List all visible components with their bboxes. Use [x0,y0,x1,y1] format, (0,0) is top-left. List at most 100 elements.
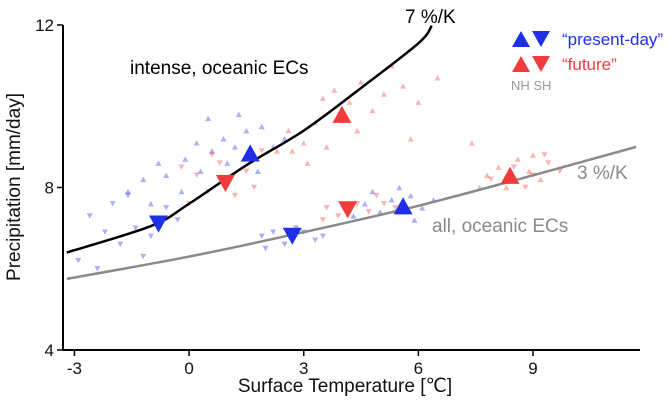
present-sh-point [312,237,319,244]
future-nh-point [415,99,422,105]
future-sh-point [193,172,200,179]
x-tick-label: 3 [299,359,308,378]
small-points-layer [75,62,563,272]
present-nh-point [350,213,357,219]
present-nh-point [369,188,376,195]
intense-ecs-label: intense, oceanic ECs [130,58,309,79]
future-nh-point [304,160,311,166]
y-tick-label: 12 [35,16,54,35]
present-nh-point [155,160,162,166]
present-nh-point [419,205,426,211]
present-nh-point [243,127,250,134]
present-nh-point [124,188,131,195]
future-nh-point [354,127,361,134]
present-nh-point [224,160,231,166]
present-nh-point [163,172,170,179]
present-nh-point [254,168,261,174]
future-sh-point [258,148,265,154]
future-nh-point [537,176,544,183]
present-nh-point [235,111,242,118]
present-sh-point [281,241,288,248]
present-sh-point [75,257,82,264]
future-nh-point [530,152,537,158]
future-sh-mean-marker [338,201,358,219]
present-sh-point [86,213,93,219]
present-sh-point [124,192,131,199]
curve-7-label: 7 %/K [405,7,456,28]
curve-7-percent [66,25,433,254]
legend-present-sh-marker [532,31,550,47]
fit-curves-layer [66,25,637,281]
present-nh-point [361,201,368,207]
future-sh-point [373,192,380,199]
legend-future-nh-marker [512,56,530,72]
y-tick-label: 4 [45,341,54,360]
future-nh-point [323,144,330,150]
legend-present-label: “present-day” [562,30,663,49]
future-nh-point [503,184,510,191]
future-nh-point [285,127,292,134]
present-nh-point [411,217,418,223]
future-nh-point [514,156,521,162]
future-sh-point [365,209,372,215]
present-nh-point [388,196,395,203]
legend-hemispheres: NH SH [511,78,551,93]
future-nh-point [526,168,533,174]
future-sh-point [392,205,399,211]
legend-present-nh-marker [512,31,530,47]
future-sh-point [209,152,216,158]
future-nh-point [369,107,376,114]
ticks-layer: -3 0 3 6 9 4 8 12 [35,16,538,378]
future-sh-point [319,217,326,223]
future-sh-point [510,164,517,170]
future-sh-point [178,164,185,170]
future-nh-point [484,172,491,179]
present-nh-mean-marker [240,144,260,162]
future-nh-point [358,79,365,85]
present-sh-point [319,233,326,239]
future-nh-point [468,140,475,146]
future-nh-mean-marker [500,166,520,184]
curve-3-percent [66,145,637,281]
legend: “present-day” “future” NH SH [511,30,663,93]
future-nh-point [319,95,326,101]
y-tick-label: 8 [45,179,54,198]
present-sh-point [132,225,139,231]
future-sh-point [541,152,548,158]
future-sh-point [522,184,529,191]
future-nh-point [300,140,307,146]
legend-future-label: “future” [562,55,617,74]
y-axis-title: Precipitation [mm/day] [4,93,25,281]
future-nh-point [434,75,441,81]
x-axis-title: Surface Temperature [℃] [238,376,452,397]
future-nh-mean-marker [332,105,352,123]
future-sh-point [323,205,330,211]
present-sh-point [174,217,181,223]
present-nh-point [147,201,154,207]
future-nh-point [346,99,353,105]
future-sh-point [380,201,387,207]
present-sh-point [163,205,170,211]
present-nh-point [197,168,204,174]
present-nh-point [220,136,227,142]
curve-3-label: 3 %/K [577,163,628,184]
present-nh-point [281,136,288,142]
present-nh-point [231,144,238,150]
x-tick-label: 0 [184,359,193,378]
present-nh-point [140,176,147,183]
present-sh-point [94,266,101,272]
future-nh-point [273,148,280,154]
future-nh-point [400,83,407,89]
future-sh-point [545,160,552,166]
present-nh-point [377,209,384,215]
present-sh-mean-marker [149,215,169,233]
present-nh-point [396,184,403,191]
present-sh-point [117,241,124,248]
future-nh-point [407,136,414,142]
present-nh-point [258,123,265,130]
future-sh-point [556,168,563,174]
present-nh-point [407,192,414,199]
future-sh-point [231,192,238,199]
future-nh-point [331,87,338,93]
